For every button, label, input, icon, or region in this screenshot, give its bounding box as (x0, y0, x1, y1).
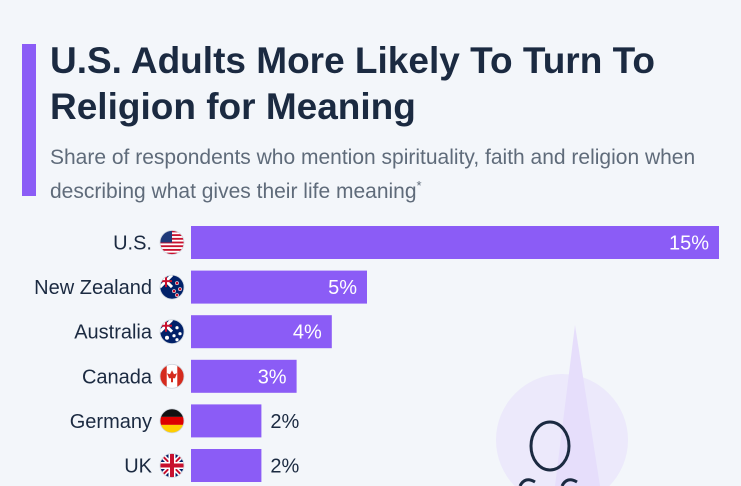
bar-row: Germany 2% (70, 404, 300, 438)
bar-row: U.S. 15% (113, 226, 719, 259)
bar (191, 359, 297, 393)
bar (191, 449, 262, 482)
value-label: 2% (270, 456, 299, 478)
bar (191, 270, 367, 304)
flag-ca-icon (159, 363, 185, 389)
value-label: 4% (293, 322, 322, 344)
flag-au-icon (159, 319, 185, 345)
decor-shoulders (518, 478, 578, 486)
bar-row: Canada 3% (82, 359, 297, 393)
bar-row: Australia 4% (74, 315, 332, 349)
category-label: Germany (70, 411, 152, 433)
category-label: Canada (82, 366, 153, 388)
flag-us-icon (159, 230, 185, 255)
flag-de-icon (159, 408, 185, 434)
value-label: 15% (669, 233, 709, 255)
subtitle-footnote-mark: * (416, 178, 422, 193)
bar (191, 226, 719, 259)
category-label: Australia (74, 322, 153, 344)
bar (191, 404, 262, 438)
flag-nz-icon (159, 274, 185, 300)
chart-subtitle: Share of respondents who mention spiritu… (50, 144, 730, 206)
value-label: 3% (258, 366, 287, 388)
category-label: New Zealand (34, 277, 152, 299)
bar-row: UK 2% (124, 449, 300, 482)
bar (191, 315, 332, 349)
bar-row: New Zealand 5% (34, 270, 367, 304)
value-label: 2% (270, 411, 299, 433)
value-label: 5% (328, 277, 357, 299)
decor-head (529, 420, 571, 472)
category-label: U.S. (113, 233, 152, 255)
category-label: UK (124, 456, 152, 478)
flag-uk-icon (159, 453, 185, 478)
decorative-figure (496, 325, 628, 486)
subtitle-text: Share of respondents who mention spiritu… (50, 146, 696, 203)
title-accent-bar (22, 44, 36, 196)
bars-group: U.S. 15% New Zealand 5% Australia 4% Canada 3% G… (34, 226, 719, 482)
chart-title: U.S. Adults More Likely To Turn To Relig… (50, 40, 656, 127)
decor-halo (496, 374, 628, 486)
